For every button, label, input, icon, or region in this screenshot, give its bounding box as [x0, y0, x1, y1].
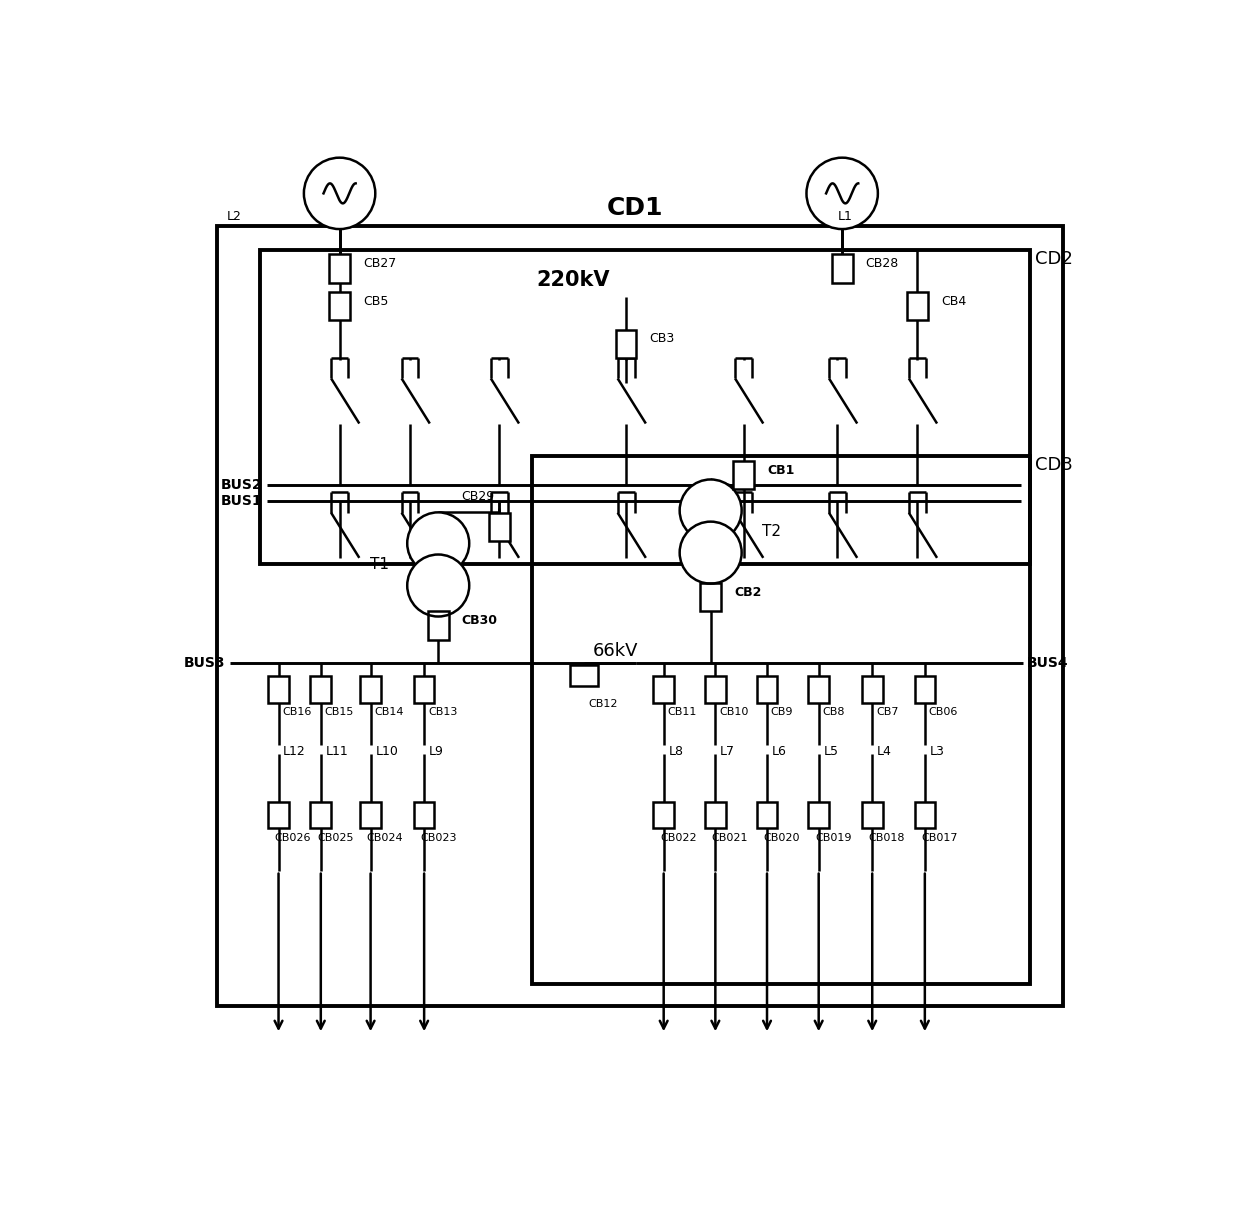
Text: CD1: CD1 [608, 195, 663, 220]
Text: L2: L2 [227, 210, 242, 223]
Text: CD3: CD3 [1034, 456, 1073, 475]
Text: CB021: CB021 [712, 833, 748, 843]
Text: CB4: CB4 [941, 295, 966, 307]
Text: CB16: CB16 [283, 708, 311, 717]
Text: CB11: CB11 [667, 708, 697, 717]
Bar [489, 512, 510, 540]
Text: 66kV: 66kV [593, 642, 639, 660]
Circle shape [407, 555, 469, 616]
Circle shape [304, 157, 376, 229]
Text: CB10: CB10 [719, 708, 749, 717]
Text: CB024: CB024 [367, 833, 403, 843]
Bar [310, 802, 331, 828]
Bar [756, 802, 777, 828]
Text: 220kV: 220kV [537, 270, 610, 290]
Text: L3: L3 [930, 744, 945, 758]
Text: CB14: CB14 [374, 708, 404, 717]
Text: L5: L5 [823, 744, 838, 758]
Text: CB020: CB020 [764, 833, 800, 843]
Text: CB15: CB15 [325, 708, 353, 717]
Bar [915, 802, 935, 828]
Text: CB022: CB022 [660, 833, 697, 843]
Bar [330, 255, 350, 283]
Text: CB019: CB019 [815, 833, 852, 843]
Bar [906, 292, 928, 320]
Bar [862, 676, 883, 703]
Circle shape [680, 522, 742, 583]
Bar [733, 461, 754, 489]
Text: L9: L9 [429, 744, 444, 758]
Bar [701, 583, 720, 611]
Text: CB29: CB29 [461, 490, 495, 504]
Text: CB026: CB026 [275, 833, 311, 843]
Text: L1: L1 [837, 210, 852, 223]
Text: CB12: CB12 [589, 699, 618, 709]
Bar [217, 226, 1063, 1006]
Text: BUS4: BUS4 [1027, 656, 1069, 670]
Text: CB025: CB025 [317, 833, 353, 843]
Bar [414, 676, 434, 703]
Bar [808, 802, 830, 828]
Bar [268, 802, 289, 828]
Bar [915, 676, 935, 703]
Bar [310, 676, 331, 703]
Text: L11: L11 [325, 744, 348, 758]
Text: L7: L7 [720, 744, 735, 758]
Text: CB1: CB1 [768, 464, 795, 477]
Text: CB7: CB7 [875, 708, 899, 717]
Bar [414, 802, 434, 828]
Bar [653, 802, 675, 828]
Bar [361, 802, 381, 828]
Bar [706, 802, 725, 828]
Bar [259, 250, 1030, 565]
Text: CB13: CB13 [428, 708, 458, 717]
Circle shape [407, 512, 469, 575]
Text: CB023: CB023 [420, 833, 456, 843]
Text: L6: L6 [771, 744, 786, 758]
Text: CB06: CB06 [929, 708, 959, 717]
Text: L12: L12 [283, 744, 306, 758]
Bar [832, 255, 853, 283]
Bar [361, 676, 381, 703]
Text: CB27: CB27 [363, 257, 397, 271]
Circle shape [680, 479, 742, 542]
Text: L10: L10 [376, 744, 398, 758]
Text: CB018: CB018 [868, 833, 905, 843]
Text: CB28: CB28 [866, 257, 899, 271]
Bar [428, 611, 449, 639]
Bar [330, 292, 350, 320]
Bar [808, 676, 830, 703]
Bar [532, 456, 1030, 985]
Text: CB2: CB2 [734, 586, 761, 599]
Bar [616, 329, 636, 357]
Bar [653, 676, 675, 703]
Text: BUS2: BUS2 [221, 477, 263, 492]
Bar [569, 665, 598, 686]
Text: BUS3: BUS3 [184, 656, 224, 670]
Text: T1: T1 [371, 558, 389, 572]
Text: CB3: CB3 [650, 333, 675, 345]
Circle shape [806, 157, 878, 229]
Text: L4: L4 [877, 744, 892, 758]
Text: CB5: CB5 [363, 295, 388, 307]
Bar [862, 802, 883, 828]
Bar [706, 676, 725, 703]
Text: CB30: CB30 [461, 615, 497, 627]
Text: CB9: CB9 [771, 708, 794, 717]
Bar [756, 676, 777, 703]
Text: CB8: CB8 [822, 708, 844, 717]
Bar [268, 676, 289, 703]
Text: L8: L8 [668, 744, 683, 758]
Text: BUS1: BUS1 [221, 494, 263, 509]
Text: CD2: CD2 [1034, 250, 1073, 267]
Text: CB017: CB017 [921, 833, 957, 843]
Text: T2: T2 [763, 525, 781, 539]
